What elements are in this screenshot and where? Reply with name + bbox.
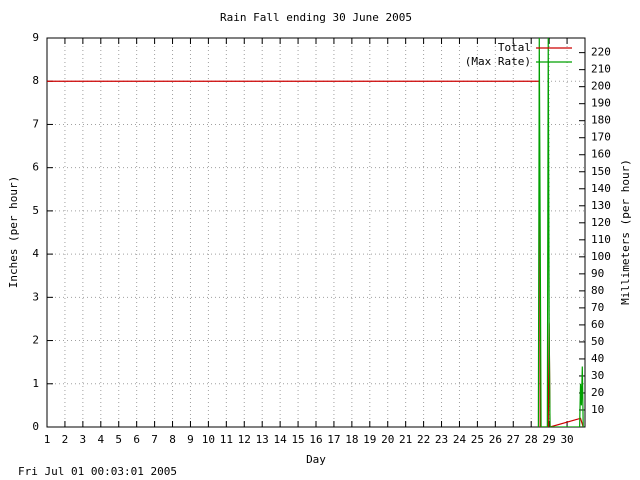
y2-tick-label: 160 bbox=[591, 148, 611, 161]
y-tick-label: 8 bbox=[32, 74, 39, 87]
x-tick-label: 24 bbox=[453, 433, 467, 446]
x-tick-label: 21 bbox=[399, 433, 412, 446]
x-tick-label: 7 bbox=[151, 433, 158, 446]
y2-tick-label: 140 bbox=[591, 182, 611, 195]
legend-label: (Max Rate) bbox=[465, 55, 531, 68]
y2-tick-label: 70 bbox=[591, 301, 604, 314]
x-tick-label: 2 bbox=[62, 433, 69, 446]
x-tick-label: 30 bbox=[560, 433, 573, 446]
x-tick-label: 13 bbox=[256, 433, 269, 446]
x-tick-label: 10 bbox=[202, 433, 215, 446]
x-tick-label: 14 bbox=[274, 433, 288, 446]
y2-tick-label: 40 bbox=[591, 352, 604, 365]
y2-tick-label: 170 bbox=[591, 131, 611, 144]
x-tick-label: 12 bbox=[238, 433, 251, 446]
x-tick-label: 25 bbox=[471, 433, 484, 446]
x-tick-label: 22 bbox=[417, 433, 430, 446]
x-tick-label: 27 bbox=[507, 433, 520, 446]
y2-tick-label: 200 bbox=[591, 80, 611, 93]
x-tick-label: 18 bbox=[345, 433, 358, 446]
y2-tick-label: 220 bbox=[591, 46, 611, 59]
y-tick-label: 2 bbox=[32, 334, 39, 347]
y2-axis-label: Millimeters (per hour) bbox=[619, 159, 632, 305]
y-tick-label: 0 bbox=[32, 420, 39, 433]
y-tick-label: 6 bbox=[32, 161, 39, 174]
legend-label: Total bbox=[498, 41, 531, 54]
y2-tick-label: 110 bbox=[591, 233, 611, 246]
x-tick-label: 1 bbox=[44, 433, 51, 446]
y2-tick-label: 120 bbox=[591, 216, 611, 229]
x-tick-label: 4 bbox=[97, 433, 104, 446]
x-tick-label: 11 bbox=[220, 433, 233, 446]
y2-tick-label: 30 bbox=[591, 369, 604, 382]
y2-tick-label: 210 bbox=[591, 63, 611, 76]
y2-tick-label: 60 bbox=[591, 318, 604, 331]
footer: Fri Jul 01 00:03:01 2005 bbox=[18, 465, 177, 478]
x-tick-label: 3 bbox=[80, 433, 87, 446]
y-tick-label: 9 bbox=[32, 31, 39, 44]
y2-tick-label: 190 bbox=[591, 97, 611, 110]
y-axis-label: Inches (per hour) bbox=[7, 176, 20, 289]
y2-tick-label: 180 bbox=[591, 114, 611, 127]
y-tick-label: 1 bbox=[32, 377, 39, 390]
y2-tick-label: 10 bbox=[591, 403, 604, 416]
data-line bbox=[537, 38, 584, 427]
x-axis-label: Day bbox=[306, 453, 326, 466]
y2-tick-label: 50 bbox=[591, 335, 604, 348]
x-tick-label: 8 bbox=[169, 433, 176, 446]
y-tick-label: 3 bbox=[32, 290, 39, 303]
y2-tick-label: 20 bbox=[591, 386, 604, 399]
x-tick-label: 20 bbox=[381, 433, 394, 446]
y2-tick-label: 150 bbox=[591, 165, 611, 178]
x-tick-label: 15 bbox=[291, 433, 304, 446]
y2-tick-label: 80 bbox=[591, 284, 604, 297]
y2-tick-label: 130 bbox=[591, 199, 611, 212]
chart-title: Rain Fall ending 30 June 2005 bbox=[220, 11, 412, 24]
x-tick-label: 29 bbox=[543, 433, 556, 446]
y-tick-label: 5 bbox=[32, 204, 39, 217]
y-tick-label: 4 bbox=[32, 247, 39, 260]
x-tick-label: 19 bbox=[363, 433, 376, 446]
x-tick-label: 26 bbox=[489, 433, 502, 446]
x-tick-label: 5 bbox=[115, 433, 122, 446]
plot-border bbox=[46, 37, 586, 428]
x-tick-label: 6 bbox=[133, 433, 140, 446]
x-tick-label: 16 bbox=[309, 433, 322, 446]
y-tick-label: 7 bbox=[32, 117, 39, 130]
y2-tick-label: 90 bbox=[591, 267, 604, 280]
x-tick-label: 28 bbox=[525, 433, 538, 446]
y2-tick-label: 100 bbox=[591, 250, 611, 263]
x-tick-label: 9 bbox=[187, 433, 194, 446]
x-tick-label: 23 bbox=[435, 433, 448, 446]
x-tick-label: 17 bbox=[327, 433, 340, 446]
